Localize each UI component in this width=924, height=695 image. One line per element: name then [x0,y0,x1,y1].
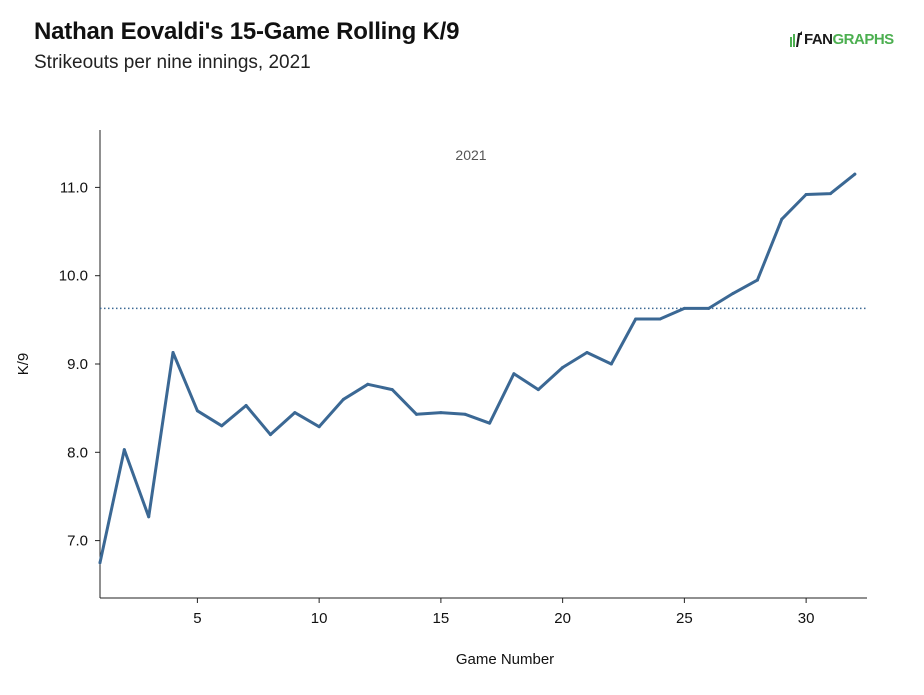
fangraphs-logo[interactable]: FAN GRAPHS [790,29,894,49]
logo-text-fan: FAN [804,30,833,48]
data-point [780,217,784,221]
data-point [488,421,492,425]
data-point [853,172,857,176]
data-point [707,306,711,310]
data-point [122,448,126,452]
x-tick-label: 25 [676,610,693,627]
data-point [195,409,199,413]
data-point [317,425,321,429]
x-tick-label: 5 [193,610,201,627]
data-point [439,411,443,415]
data-point [98,561,102,565]
y-tick-label: 9.0 [67,356,88,373]
data-point [561,366,565,370]
x-tick-label: 10 [311,610,328,627]
y-tick-label: 10.0 [59,268,88,285]
data-point [341,397,345,401]
y-tick-label: 7.0 [67,533,88,550]
data-point [634,317,638,321]
data-point [390,388,394,392]
fangraphs-logo-icon [790,31,802,47]
series-line [98,172,857,565]
data-point [244,404,248,408]
y-tick-label: 11.0 [60,179,88,196]
chart-title: Nathan Eovaldi's 15-Game Rolling K/9 [34,18,460,45]
data-point [147,515,151,519]
x-axis-title: Game Number [456,651,554,668]
year-annotation: 2021 [455,147,486,163]
data-point [804,192,808,196]
data-point [268,433,272,437]
logo-text-graphs: GRAPHS [832,30,895,48]
data-point [585,351,589,355]
y-axis-title: K/9 [15,353,32,376]
data-point [463,412,467,416]
series-group [98,172,857,565]
y-tick-label: 8.0 [67,444,88,461]
data-point [171,351,175,355]
chart-labels: 2021 Game Number K/9 [15,147,554,668]
data-point [682,306,686,310]
data-point [536,388,540,392]
data-point [658,317,662,321]
chart-axes: 5 10 15 20 25 30 7.0 8.0 9.0 10.0 11.0 [59,130,867,627]
data-point [731,291,735,295]
data-point [512,372,516,376]
chart-subtitle: Strikeouts per nine innings, 2021 [34,52,311,73]
data-point [755,278,759,282]
x-tick-label: 20 [554,610,571,627]
x-tick-label: 15 [433,610,450,627]
data-point [366,382,370,386]
data-point [415,412,419,416]
data-point [220,424,224,428]
data-point [609,362,613,366]
data-point [293,411,297,415]
data-point [828,192,832,196]
x-tick-label: 30 [798,610,815,627]
